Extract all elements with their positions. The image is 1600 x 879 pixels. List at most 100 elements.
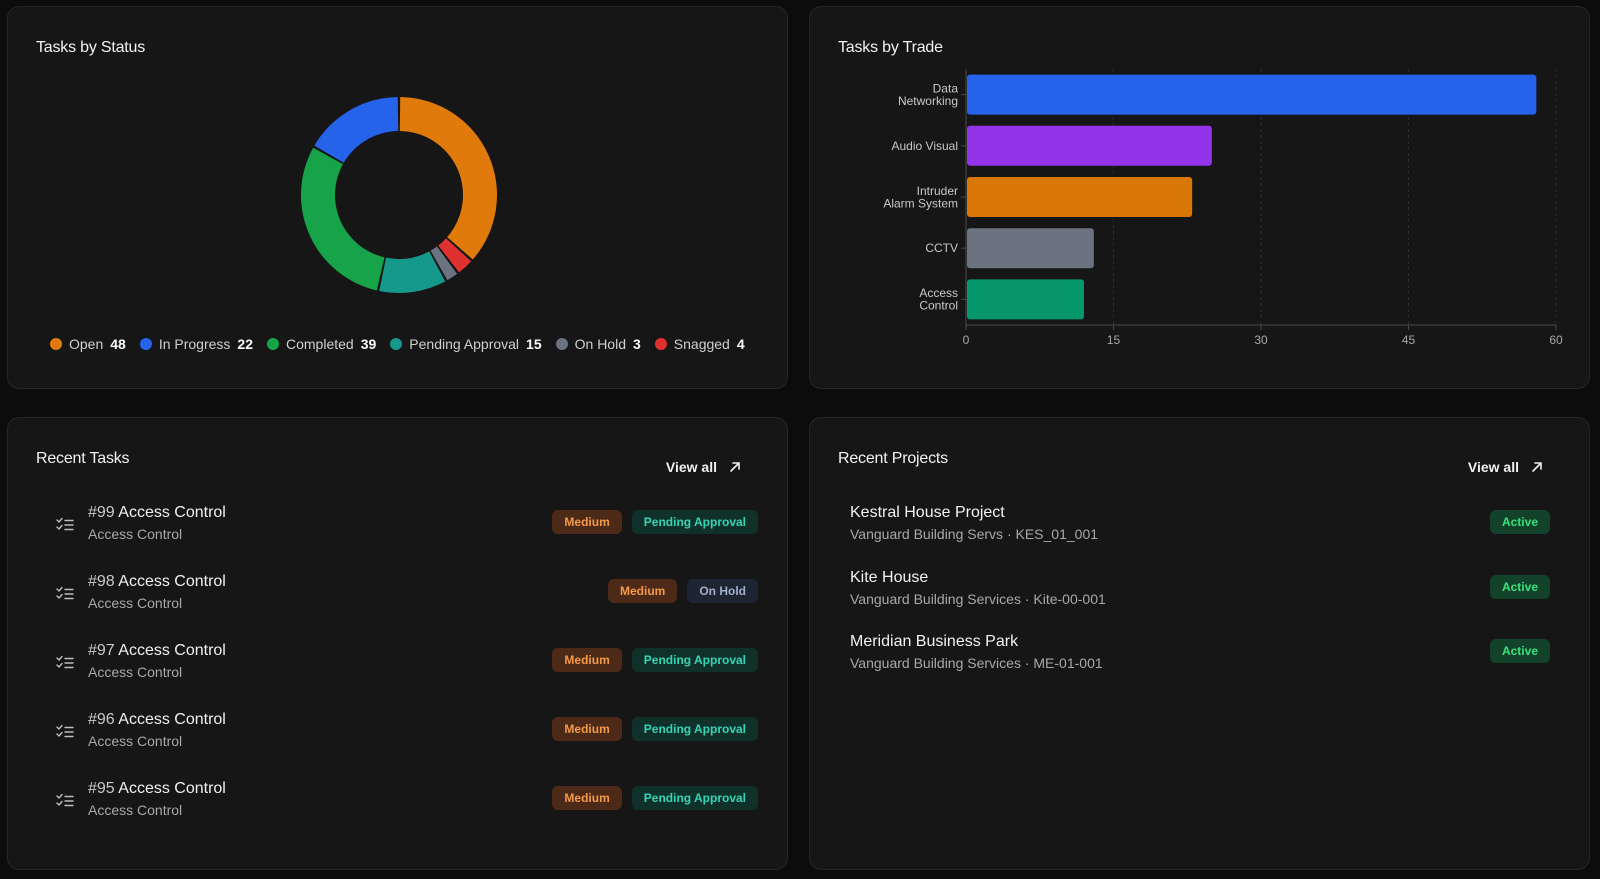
task-name: Access Control (118, 711, 226, 728)
legend-count: 3 (632, 336, 641, 352)
task-number: #95 (88, 780, 115, 797)
x-tick-label: 30 (1254, 333, 1268, 347)
task-trade: Access Control (88, 733, 183, 749)
status-badge: Pending Approval (631, 717, 758, 741)
card-title: Tasks by Status (36, 39, 146, 56)
legend-dot (50, 338, 62, 350)
card-title: Recent Tasks (36, 450, 130, 467)
legend-count: 4 (736, 336, 745, 352)
project-name: Kite House (850, 568, 929, 586)
task-row[interactable]: #98 Access Control Access Control Medium On… (48, 569, 758, 619)
project-name: Kestral House Project (850, 504, 1005, 521)
legend-item[interactable]: Pending Approval 15 (390, 336, 542, 352)
legend-label: Open (69, 336, 104, 352)
donut-slice-on-hold[interactable] (430, 246, 458, 281)
legend-item[interactable]: In Progress 22 (139, 336, 253, 352)
status-badge: Active (1489, 639, 1550, 663)
bar[interactable] (967, 177, 1193, 217)
x-tick-label: 15 (1107, 333, 1121, 347)
task-name: Access Control (118, 504, 226, 521)
legend-count: 22 (237, 336, 253, 352)
task-badges: Medium Pending Approval (552, 648, 758, 672)
arrow-up-right-icon (730, 462, 740, 472)
priority-badge: Medium (552, 717, 622, 741)
view-all-tasks-link[interactable]: View all (666, 459, 741, 475)
project-name: Meridian Business Park (850, 633, 1019, 650)
legend-count: 39 (360, 336, 377, 352)
legend-item[interactable]: On Hold 3 (555, 336, 641, 352)
y-tick-label: CCTV (925, 241, 958, 255)
card-title: Tasks by Trade (838, 39, 943, 56)
trade-bar-chart: 0 15 30 45 60 Data Networking Audio Visual Intru… (883, 69, 1563, 347)
view-all-label: View all (1467, 459, 1519, 475)
arrow-up-right-icon (1532, 462, 1542, 472)
task-number: #98 (88, 573, 115, 590)
task-number: #99 (88, 504, 115, 521)
priority-badge: Medium (552, 510, 622, 534)
project-row[interactable]: Meridian Business Park Vanguard Building … (850, 629, 1550, 679)
task-number: #96 (88, 711, 115, 728)
legend-item[interactable]: Completed 39 (267, 336, 376, 352)
legend-item[interactable]: Open 48 (50, 336, 126, 352)
task-title: #99 Access Control (88, 504, 226, 522)
x-tick-label: 60 (1549, 333, 1563, 347)
task-row[interactable]: #95 Access Control Access Control Medium Pe… (48, 776, 758, 826)
legend-label: Snagged (673, 336, 730, 352)
task-trade: Access Control (88, 664, 183, 680)
task-checklist-icon (56, 793, 74, 814)
task-badges: Medium Pending Approval (552, 717, 758, 741)
task-row[interactable]: #99 Access Control Access Control Medium Pe… (48, 500, 758, 550)
y-tick-label: Data Networking (898, 81, 958, 108)
status-badge: Active (1489, 510, 1550, 534)
bar[interactable] (967, 125, 1212, 166)
task-row[interactable]: #97 Access Control Access Control Medium Pe… (48, 638, 758, 688)
task-number: #97 (88, 642, 115, 659)
project-client-ref: Vanguard Building Services · Kite-00-001 (850, 590, 1106, 607)
view-all-label: View all (665, 459, 717, 475)
y-tick-label: Access Control (919, 286, 958, 313)
task-checklist-icon (56, 517, 74, 538)
legend-dot (654, 338, 667, 350)
view-all-projects-link[interactable]: View all (1468, 459, 1543, 475)
priority-badge: Medium (552, 786, 622, 810)
bar[interactable] (967, 279, 1084, 320)
task-row[interactable]: #96 Access Control Access Control Medium Pe… (48, 707, 758, 757)
project-client-ref: Vanguard Building Servs · KES_01_001 (850, 526, 1099, 542)
task-checklist-icon (56, 655, 74, 676)
donut-slice-completed[interactable] (301, 147, 385, 291)
donut-slice-snagged[interactable] (438, 238, 472, 273)
task-checklist-icon (56, 724, 74, 745)
y-tick-label: Audio Visual (892, 139, 959, 153)
y-tick-label: Intruder Alarm System (883, 184, 958, 211)
task-name: Access Control (118, 573, 226, 590)
status-legend: Open 48 In Progress 22 Completed 39 Pending Ap… (50, 336, 759, 352)
recent-tasks-card: Recent Tasks View all #99 Access Control… (7, 417, 788, 870)
task-trade: Access Control (88, 595, 183, 611)
donut-slice-pending-approval[interactable] (379, 251, 446, 293)
legend-count: 15 (526, 336, 542, 352)
project-row[interactable]: Kite House Vanguard Building Services · K… (850, 565, 1550, 615)
x-tick-label: 0 (963, 333, 970, 347)
legend-item[interactable]: Snagged 4 (654, 336, 745, 352)
task-name: Access Control (118, 780, 226, 797)
status-donut-chart (301, 97, 497, 293)
status-badge: Pending Approval (631, 786, 758, 810)
task-badges: Medium On Hold (607, 579, 758, 603)
donut-slice-open[interactable] (399, 97, 497, 260)
legend-dot (555, 338, 568, 350)
legend-label: In Progress (158, 336, 231, 352)
tasks-by-trade-card: Tasks by Trade 0 15 30 45 60 Data Networking Au… (809, 6, 1590, 389)
legend-count: 48 (110, 336, 126, 352)
task-trade: Access Control (88, 802, 183, 818)
priority-badge: Medium (552, 648, 622, 672)
project-row[interactable]: Kestral House Project Vanguard Building S… (850, 500, 1550, 550)
priority-badge: Medium (607, 579, 678, 603)
donut-slice-in-progress[interactable] (314, 97, 399, 163)
legend-label: Pending Approval (409, 336, 520, 352)
legend-dot (267, 338, 279, 350)
task-badges: Medium Pending Approval (552, 786, 758, 810)
task-checklist-icon (56, 586, 74, 607)
bar[interactable] (967, 228, 1094, 269)
bar[interactable] (967, 74, 1537, 115)
task-name: Access Control (118, 642, 226, 659)
